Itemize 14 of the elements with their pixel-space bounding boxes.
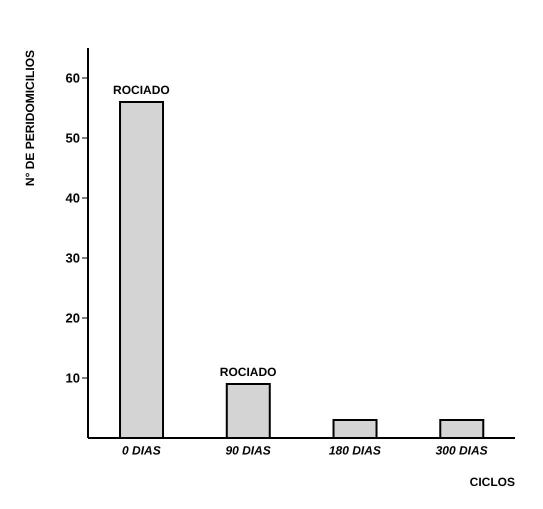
x-tick-label: 0 DIAS bbox=[122, 444, 161, 458]
annotation: ROCIADO bbox=[220, 365, 276, 379]
x-tick-label: 90 DIAS bbox=[225, 444, 271, 458]
y-axis-title: N° DE PERIDOMICILIOS bbox=[23, 50, 37, 186]
y-tick-label: 10 bbox=[66, 370, 80, 386]
x-tick-label: 180 DIAS bbox=[328, 444, 381, 458]
y-tick-label: 50 bbox=[66, 130, 80, 146]
x-axis-title: CICLOS bbox=[470, 475, 515, 489]
annotation: ROCIADO bbox=[113, 83, 170, 97]
y-tick-label: 40 bbox=[66, 190, 80, 206]
y-tick-label: 60 bbox=[66, 70, 80, 86]
x-tick-label: 300 DIAS bbox=[436, 444, 488, 458]
y-tick-label: 20 bbox=[66, 310, 80, 326]
y-tick-label: 30 bbox=[66, 250, 80, 266]
